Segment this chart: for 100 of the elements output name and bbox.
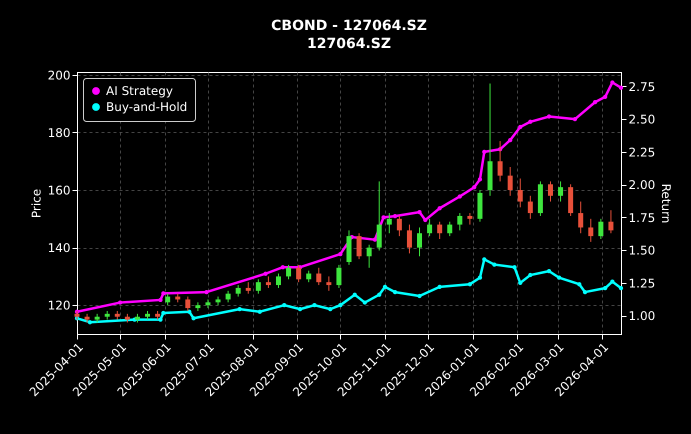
y2-tick-label: 2.00 bbox=[628, 178, 656, 192]
candlestick bbox=[226, 290, 231, 303]
point bbox=[546, 269, 552, 274]
y2-tick-label: 1.25 bbox=[628, 276, 656, 290]
y-tick-label: 200 bbox=[48, 68, 70, 82]
point bbox=[603, 94, 608, 100]
point bbox=[392, 214, 398, 218]
candlestick bbox=[558, 180, 564, 202]
candlestick bbox=[447, 221, 452, 237]
point bbox=[382, 284, 388, 289]
point bbox=[381, 215, 386, 220]
point bbox=[263, 272, 268, 276]
candlestick bbox=[578, 201, 584, 234]
point bbox=[592, 100, 598, 104]
point bbox=[556, 276, 562, 280]
y-tick-label: 160 bbox=[48, 184, 70, 198]
chart-subtitle: 127064.SZ bbox=[307, 36, 391, 52]
point bbox=[377, 292, 382, 297]
point bbox=[603, 286, 608, 290]
point bbox=[161, 291, 166, 296]
point bbox=[352, 292, 357, 297]
point bbox=[528, 120, 532, 124]
candlestick bbox=[316, 267, 322, 286]
point bbox=[417, 294, 422, 298]
point bbox=[512, 265, 517, 270]
legend-label: AI Strategy bbox=[106, 84, 173, 98]
point bbox=[392, 290, 398, 294]
y2-axis-title: Return bbox=[659, 184, 674, 224]
point bbox=[577, 282, 582, 286]
point bbox=[458, 194, 462, 199]
point bbox=[478, 177, 482, 182]
candlestick bbox=[256, 278, 261, 294]
candlestick bbox=[406, 224, 412, 254]
y2-tick-label: 1.75 bbox=[628, 210, 656, 225]
y-tick-label: 120 bbox=[48, 298, 70, 313]
point bbox=[618, 286, 624, 290]
point bbox=[518, 280, 522, 286]
candlestick bbox=[266, 276, 271, 288]
candlestick bbox=[457, 212, 462, 231]
candlestick bbox=[286, 264, 292, 280]
point bbox=[478, 276, 482, 280]
point bbox=[88, 320, 92, 324]
point bbox=[518, 124, 522, 130]
point bbox=[362, 300, 367, 305]
candlestick bbox=[518, 178, 523, 208]
point bbox=[338, 303, 342, 308]
point bbox=[204, 290, 209, 294]
point bbox=[468, 282, 472, 286]
candlestick bbox=[336, 264, 342, 288]
point bbox=[158, 317, 163, 322]
point bbox=[417, 210, 422, 214]
point bbox=[258, 310, 262, 314]
point bbox=[280, 265, 285, 270]
point bbox=[372, 238, 378, 242]
candlestick bbox=[326, 276, 332, 292]
y-tick-label: 180 bbox=[48, 126, 70, 140]
point bbox=[191, 316, 196, 320]
point bbox=[610, 279, 614, 284]
point bbox=[118, 300, 122, 305]
candlestick bbox=[598, 218, 604, 240]
point bbox=[508, 138, 512, 142]
point bbox=[472, 185, 476, 190]
point bbox=[438, 284, 442, 289]
point bbox=[528, 272, 532, 278]
candlestick bbox=[236, 284, 241, 298]
candlestick bbox=[386, 212, 392, 234]
point bbox=[546, 114, 552, 119]
point bbox=[312, 303, 317, 308]
point bbox=[482, 257, 486, 262]
point bbox=[582, 290, 588, 294]
point bbox=[338, 252, 342, 256]
point bbox=[492, 262, 496, 267]
point bbox=[610, 80, 614, 85]
point bbox=[572, 117, 578, 122]
point bbox=[482, 150, 486, 154]
y2-tick-label: 2.50 bbox=[628, 112, 656, 127]
candlestick bbox=[306, 270, 312, 283]
y-tick-label: 140 bbox=[48, 241, 70, 256]
candlestick bbox=[608, 210, 614, 234]
y-axis-title: Price bbox=[30, 188, 44, 218]
y2-tick-label: 1.50 bbox=[628, 244, 656, 258]
candlestick bbox=[467, 212, 472, 226]
point bbox=[161, 310, 166, 316]
candlestick bbox=[548, 180, 553, 202]
candlestick bbox=[588, 218, 594, 242]
candlestick bbox=[437, 221, 442, 240]
point bbox=[238, 306, 242, 312]
y2-tick-label: 1.00 bbox=[628, 309, 656, 324]
point bbox=[423, 218, 428, 222]
point bbox=[187, 310, 192, 314]
candlestick bbox=[528, 195, 533, 220]
y2-tick-label: 2.75 bbox=[628, 80, 656, 94]
point bbox=[618, 86, 624, 90]
candlestick bbox=[356, 232, 362, 260]
candlestick bbox=[246, 282, 251, 294]
chart-title: CBOND - 127064.SZ bbox=[271, 18, 427, 34]
point bbox=[282, 303, 286, 308]
candlestick bbox=[185, 296, 190, 312]
point bbox=[328, 306, 332, 312]
candlestick bbox=[508, 166, 513, 196]
